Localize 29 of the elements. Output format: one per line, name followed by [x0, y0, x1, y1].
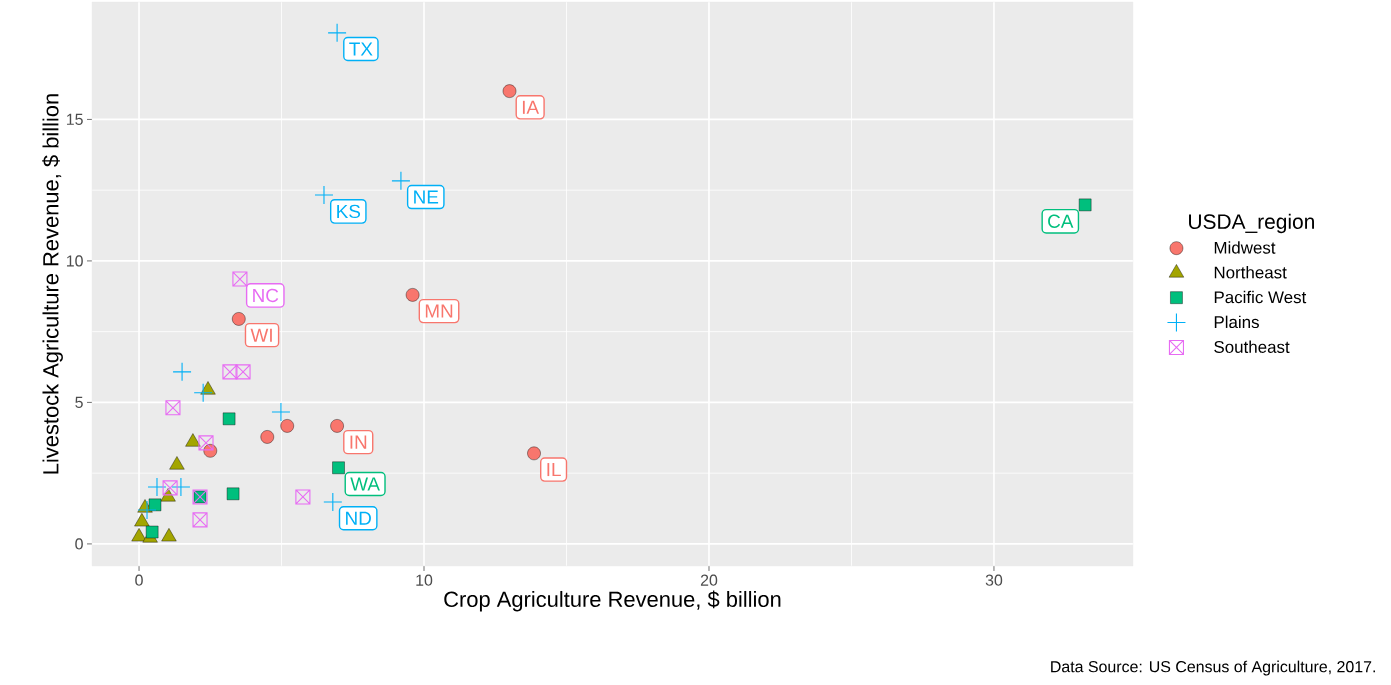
annotation: IN [350, 435, 367, 449]
legend-label: Pacific West [1214, 290, 1307, 304]
x-axis-title: Crop Agriculture Revenue, $ billion [444, 590, 781, 612]
annotation: TX [349, 42, 373, 56]
legend-label: Plains [1214, 315, 1259, 329]
annotation: WI [250, 328, 272, 342]
y-tick-label: 15 [66, 113, 83, 125]
x-tick-label: 30 [985, 574, 1003, 586]
annotation: NE [414, 190, 439, 204]
source-note: Data Source: US Census of Agriculture, 2017. [1051, 660, 1375, 676]
x-tick-label: 20 [700, 574, 718, 586]
legend-label: Midwest [1214, 241, 1276, 254]
y-tick-label: 10 [66, 255, 83, 267]
legend-label: Northeast [1214, 266, 1287, 279]
annotation: MN [425, 304, 453, 318]
annotation: ND [346, 511, 371, 525]
annotation: KS [337, 204, 361, 219]
y-axis-title: Livestock Agriculture Revenue, $ billion [42, 94, 63, 474]
x-tick-label: 0 [135, 574, 143, 586]
legend-title: USDA_region [1189, 213, 1314, 234]
annotation: IL [547, 463, 561, 477]
annotation: CA [1048, 214, 1074, 228]
x-tick-label: 10 [416, 574, 433, 586]
annotation: IA [522, 100, 540, 114]
legend-label: Southeast [1214, 340, 1290, 353]
y-tick-label: 5 [75, 396, 83, 408]
annotation: NC [253, 288, 279, 303]
annotation: WA [350, 477, 380, 491]
y-tick-label: 0 [75, 538, 83, 550]
